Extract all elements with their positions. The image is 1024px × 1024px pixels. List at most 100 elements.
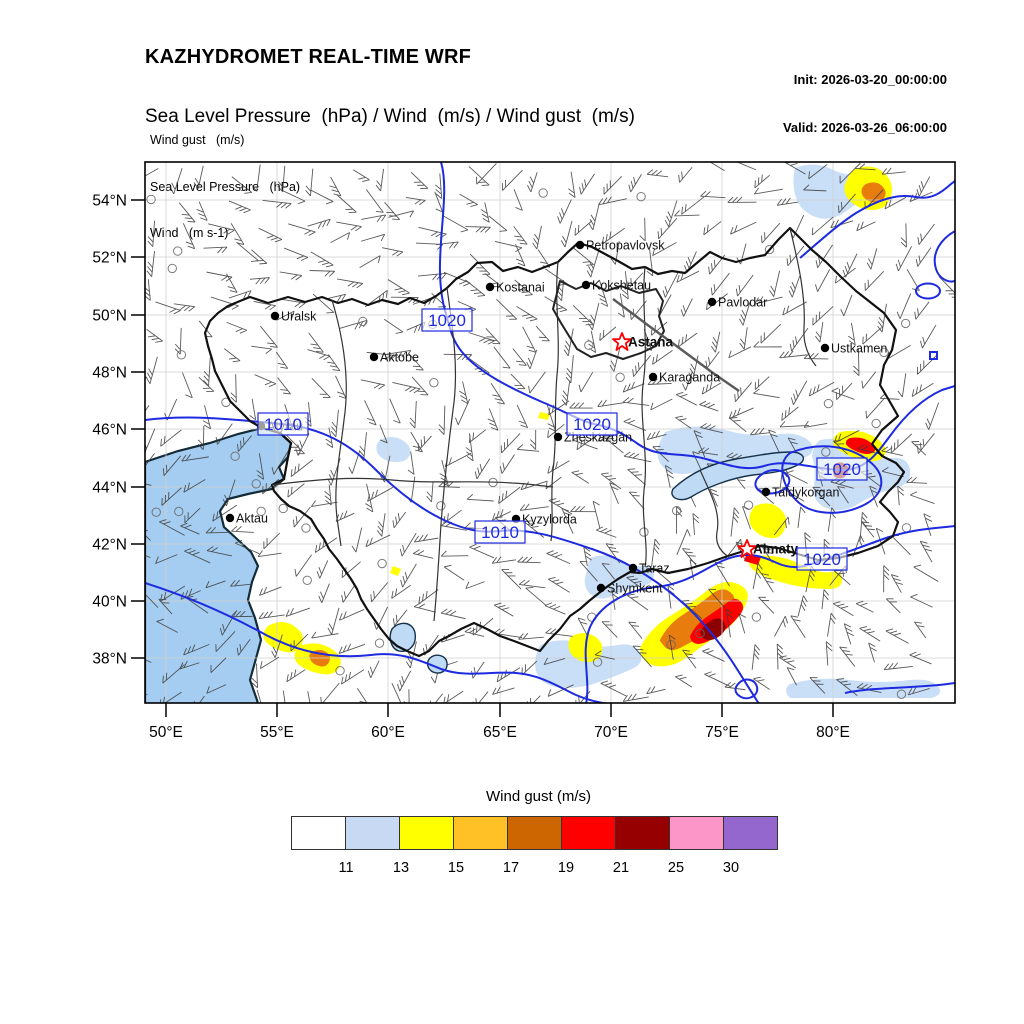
lon-tick-label: 50°E xyxy=(149,724,183,741)
run-info: Init: 2026-03-20_00:00:00 Valid: 2026-03… xyxy=(783,40,947,168)
city-marker xyxy=(820,343,830,353)
gust-patch xyxy=(786,678,940,698)
city-label: Taldykorgan xyxy=(772,486,839,500)
region-border xyxy=(433,287,457,622)
pressure-label: 1020 xyxy=(428,311,466,330)
colorbar-tick-label: 19 xyxy=(557,860,575,876)
gust-patch xyxy=(538,412,550,420)
pressure-label-box xyxy=(816,457,868,481)
region-border xyxy=(789,227,817,367)
city-label: Uralsk xyxy=(281,310,317,324)
lake xyxy=(389,622,416,652)
gust-patch xyxy=(390,566,401,576)
city-label: Ustkamen xyxy=(831,342,887,356)
colorbar-tick-label: 30 xyxy=(722,860,740,876)
city-label: Kyzylorda xyxy=(522,513,577,527)
city-label: Taraz xyxy=(639,562,670,576)
header: KAZHYDROMET REAL-TIME WRF Sea Level Pres… xyxy=(145,10,635,164)
colorbar-tick-label: 11 xyxy=(338,860,354,876)
city-marker-star xyxy=(737,539,757,558)
lat-tick-label: 40°N xyxy=(92,594,127,611)
region-border xyxy=(699,469,730,558)
lat-tick-label: 54°N xyxy=(92,193,127,210)
lon-tick-label: 80°E xyxy=(816,724,850,741)
city-marker xyxy=(761,487,771,497)
isobar xyxy=(844,682,955,694)
isobar xyxy=(915,282,942,300)
city-marker xyxy=(270,311,280,321)
region-border xyxy=(331,299,347,547)
isobar xyxy=(929,351,938,360)
colorbar-cell xyxy=(291,816,346,850)
page-title: KAZHYDROMET REAL-TIME WRF xyxy=(145,46,472,68)
valid-time: Valid: 2026-03-26_06:00:00 xyxy=(782,120,947,135)
isobar xyxy=(754,469,791,495)
lat-tick-label: 44°N xyxy=(92,480,127,497)
gust-patch xyxy=(749,503,787,539)
city-marker xyxy=(485,282,495,292)
pressure-label: 1020 xyxy=(803,550,841,569)
pressure-label: 1010 xyxy=(481,523,519,542)
city-marker xyxy=(596,583,606,593)
lon-tick-label: 55°E xyxy=(260,724,294,741)
region-border xyxy=(550,261,559,542)
isobar xyxy=(145,582,612,703)
pressure-label: 1020 xyxy=(573,415,611,434)
page-subtitle: Sea Level Pressure (hPa) / Wind (m/s) / … xyxy=(145,106,635,127)
colorbar-cell xyxy=(453,816,508,850)
gust-patch xyxy=(749,555,842,589)
pressure-label-box xyxy=(421,308,473,332)
colorbar-cell xyxy=(669,816,724,850)
legend-line-wind: Wind (m s-1) xyxy=(150,226,229,240)
gust-patch xyxy=(376,437,411,462)
city-marker xyxy=(225,513,235,523)
colorbar-cell xyxy=(561,816,616,850)
colorbar-cell xyxy=(615,816,670,850)
lat-tick-label: 38°N xyxy=(92,651,127,668)
city-marker xyxy=(648,372,658,382)
city-label: Shymkent xyxy=(607,582,663,596)
city-marker xyxy=(369,352,379,362)
city-label: Petropavlovsk xyxy=(586,239,665,253)
gust-patch xyxy=(659,589,735,651)
lon-tick-label: 65°E xyxy=(483,724,517,741)
city-label: Kokshetau xyxy=(592,279,651,293)
lat-tick-label: 46°N xyxy=(92,422,127,439)
city-label: Aktobe xyxy=(380,351,419,365)
colorbar-title: Wind gust (m/s) xyxy=(485,788,591,805)
gust-patch xyxy=(845,437,876,454)
pressure-label-box xyxy=(257,412,309,436)
colorbar-tick-label: 21 xyxy=(612,860,630,876)
city-marker xyxy=(575,240,585,250)
city-marker xyxy=(581,280,591,290)
region-border xyxy=(271,477,554,488)
city-marker xyxy=(628,563,638,573)
colorbar xyxy=(291,816,778,850)
init-time: Init: 2026-03-20_00:00:00 xyxy=(793,72,947,87)
map-frame xyxy=(144,161,956,704)
colorbar-ticks: 11 13 15 17 19 21 25 30 xyxy=(291,860,786,880)
city-marker xyxy=(553,432,563,442)
isobar xyxy=(933,230,955,283)
colorbar-cell xyxy=(507,816,562,850)
colorbar-tick-label: 13 xyxy=(392,860,410,876)
lon-tick-label: 70°E xyxy=(594,724,628,741)
colorbar-tick-label: 15 xyxy=(447,860,465,876)
pressure-label: 1010 xyxy=(264,415,302,434)
city-label: Kostanai xyxy=(496,281,545,295)
lon-tick-label: 75°E xyxy=(705,724,739,741)
colorbar-cell xyxy=(345,816,400,850)
city-label: Pavlodar xyxy=(718,296,767,310)
region-border-thick xyxy=(552,280,665,360)
isobar xyxy=(799,180,955,259)
city-label: Astana xyxy=(628,335,674,350)
city-marker xyxy=(707,297,717,307)
pressure-label-box xyxy=(566,412,618,436)
gust-patch xyxy=(263,622,303,653)
city-label: Karaganda xyxy=(659,371,720,385)
city-label: Almaty xyxy=(753,542,799,557)
colorbar-tick-label: 25 xyxy=(667,860,685,876)
lat-tick-label: 48°N xyxy=(92,365,127,382)
